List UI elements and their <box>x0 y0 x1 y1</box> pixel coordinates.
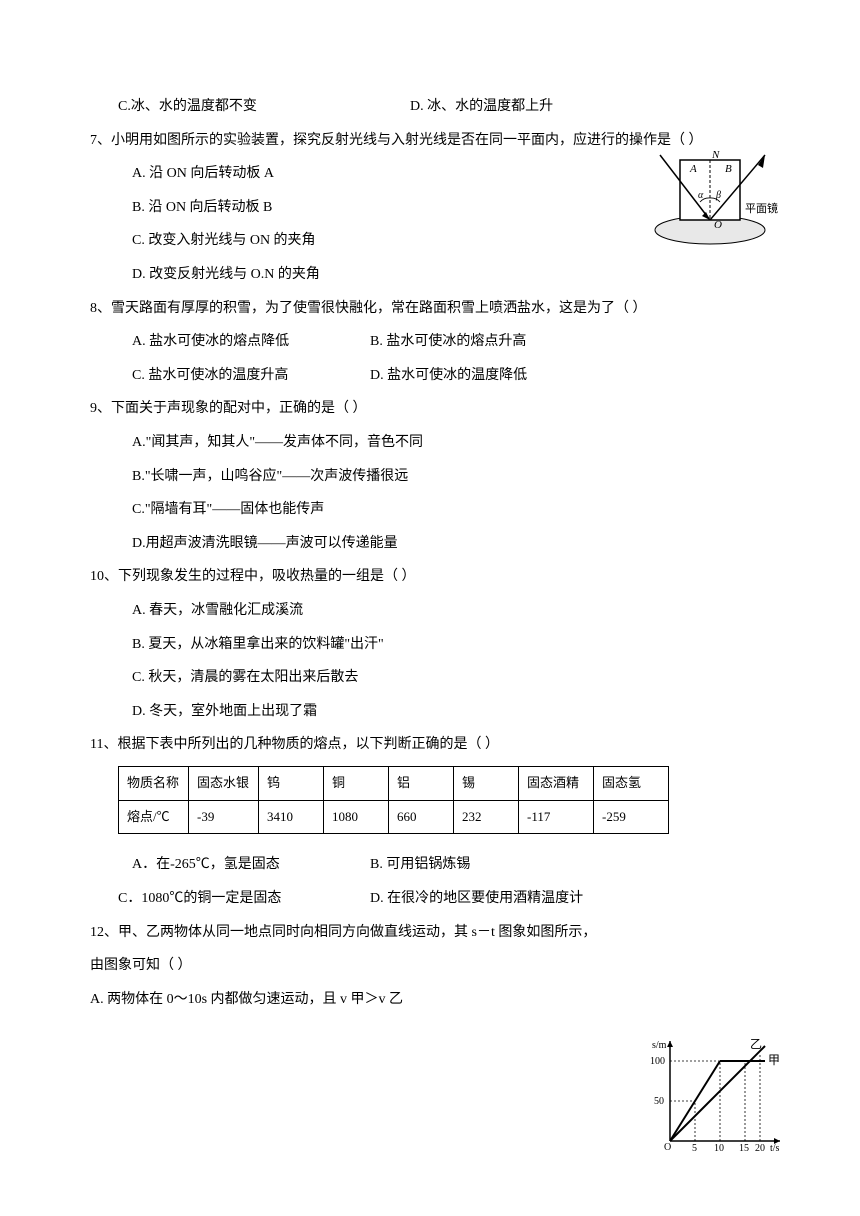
table-header-cell: 固态氢 <box>594 766 669 800</box>
q11-row-2: C．1080℃的铜一定是固态 D. 在很冷的地区要使用酒精温度计 <box>90 882 770 916</box>
q11-option-d: D. 在很冷的地区要使用酒精温度计 <box>370 882 583 916</box>
q8-option-b: B. 盐水可使冰的熔点升高 <box>370 325 526 359</box>
q11-stem: 11、根据下表中所列出的几种物质的熔点，以下判断正确的是（ ） <box>90 728 770 762</box>
table-cell: 熔点/℃ <box>119 800 189 834</box>
svg-text:B: B <box>725 163 732 175</box>
table-cell: 660 <box>389 800 454 834</box>
q9-stem: 9、下面关于声现象的配对中，正确的是（ ） <box>90 392 770 426</box>
q9-option-b: B."长啸一声，山鸣谷应"——次声波传播很远 <box>90 460 770 494</box>
table-cell: -117 <box>519 800 594 834</box>
q7-option-d: D. 改变反射光线与 O.N 的夹角 <box>90 258 770 292</box>
q11-option-b: B. 可用铝锅炼锡 <box>370 848 470 882</box>
table-cell: -259 <box>594 800 669 834</box>
q11-row-1: A．在-265℃，氢是固态 B. 可用铝锅炼锡 <box>90 848 770 882</box>
svg-text:乙: 乙 <box>750 1037 762 1051</box>
q8-row-2: C. 盐水可使冰的温度升高 D. 盐水可使冰的温度降低 <box>90 359 770 393</box>
q12-stem-1: 12、甲、乙两物体从同一地点同时向相同方向做直线运动，其 s－t 图象如图所示， <box>90 916 770 950</box>
q11-option-a: A．在-265℃，氢是固态 <box>90 848 370 882</box>
table-header-cell: 铜 <box>324 766 389 800</box>
q12-figure: s/m t/s 50 100 5 10 15 20 O 甲 乙 <box>650 1036 790 1156</box>
table-header-cell: 铝 <box>389 766 454 800</box>
table-header-cell: 锡 <box>454 766 519 800</box>
q12-option-a: A. 两物体在 0～10s 内都做匀速运动，且 v 甲＞v 乙 <box>90 983 770 1017</box>
table-cell: 232 <box>454 800 519 834</box>
svg-text:10: 10 <box>714 1143 724 1154</box>
table-header-cell: 固态水银 <box>189 766 259 800</box>
q9-option-a: A."闻其声，知其人"——发声体不同，音色不同 <box>90 426 770 460</box>
table-header-cell: 钨 <box>259 766 324 800</box>
svg-text:15: 15 <box>739 1143 749 1154</box>
q10-stem: 10、下列现象发生的过程中，吸收热量的一组是（ ） <box>90 560 770 594</box>
q6-option-c: C.冰、水的温度都不变 <box>90 90 410 124</box>
table-row: 熔点/℃ -39 3410 1080 660 232 -117 -259 <box>119 800 669 834</box>
svg-text:5: 5 <box>692 1143 697 1154</box>
q10-option-a: A. 春天，冰雪融化汇成溪流 <box>90 594 770 628</box>
svg-text:t/s: t/s <box>770 1143 780 1154</box>
q6-options: C.冰、水的温度都不变 D. 冰、水的温度都上升 <box>90 90 770 124</box>
q11-table: 物质名称 固态水银 钨 铜 铝 锡 固态酒精 固态氢 熔点/℃ -39 3410… <box>118 766 669 835</box>
reflection-diagram-icon: A B N O α β 平面镜 <box>650 150 780 250</box>
svg-text:100: 100 <box>650 1056 665 1067</box>
table-cell: 3410 <box>259 800 324 834</box>
st-graph-icon: s/m t/s 50 100 5 10 15 20 O 甲 乙 <box>650 1036 790 1156</box>
svg-text:50: 50 <box>654 1096 664 1107</box>
svg-text:s/m: s/m <box>652 1040 667 1051</box>
q8-option-a: A. 盐水可使冰的熔点降低 <box>90 325 370 359</box>
svg-text:平面镜: 平面镜 <box>745 201 778 215</box>
q11-option-c: C．1080℃的铜一定是固态 <box>90 882 370 916</box>
q7-figure: A B N O α β 平面镜 <box>650 150 780 250</box>
q8-row-1: A. 盐水可使冰的熔点降低 B. 盐水可使冰的熔点升高 <box>90 325 770 359</box>
svg-text:20: 20 <box>755 1143 765 1154</box>
q6-option-d: D. 冰、水的温度都上升 <box>410 90 553 124</box>
q10-option-c: C. 秋天，清晨的雾在太阳出来后散去 <box>90 661 770 695</box>
svg-text:O: O <box>714 219 722 231</box>
table-cell: -39 <box>189 800 259 834</box>
q9-option-d: D.用超声波清洗眼镜——声波可以传递能量 <box>90 527 770 561</box>
table-cell: 1080 <box>324 800 389 834</box>
q10-option-b: B. 夏天，从冰箱里拿出来的饮料罐"出汗" <box>90 628 770 662</box>
svg-text:O: O <box>664 1142 671 1153</box>
q9-option-c: C."隔墙有耳"——固体也能传声 <box>90 493 770 527</box>
table-row: 物质名称 固态水银 钨 铜 铝 锡 固态酒精 固态氢 <box>119 766 669 800</box>
table-header-cell: 物质名称 <box>119 766 189 800</box>
q8-option-d: D. 盐水可使冰的温度降低 <box>370 359 527 393</box>
q10-option-d: D. 冬天，室外地面上出现了霜 <box>90 695 770 729</box>
table-header-cell: 固态酒精 <box>519 766 594 800</box>
svg-text:甲: 甲 <box>768 1053 780 1067</box>
svg-text:N: N <box>711 150 720 161</box>
q8-option-c: C. 盐水可使冰的温度升高 <box>90 359 370 393</box>
q12-stem-2: 由图象可知（ ） <box>90 949 770 983</box>
q8-stem: 8、雪天路面有厚厚的积雪，为了使雪很快融化，常在路面积雪上喷洒盐水，这是为了（ … <box>90 292 770 326</box>
svg-text:A: A <box>689 163 697 175</box>
